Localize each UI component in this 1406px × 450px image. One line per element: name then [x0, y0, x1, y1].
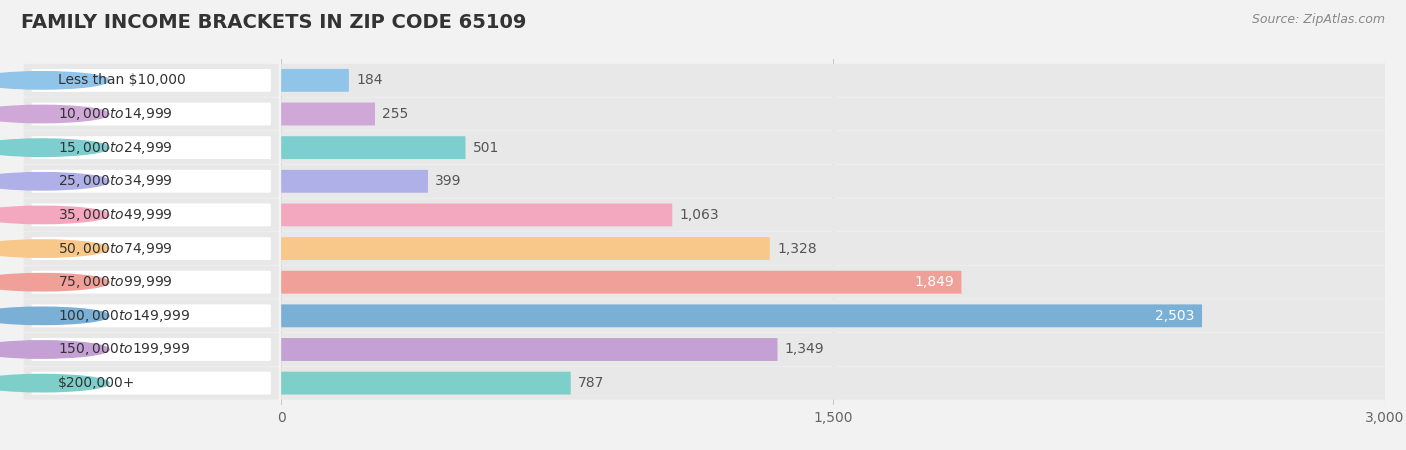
Circle shape: [0, 173, 110, 190]
FancyBboxPatch shape: [31, 69, 271, 92]
Text: $200,000+: $200,000+: [58, 376, 135, 390]
Text: $100,000 to $149,999: $100,000 to $149,999: [58, 308, 190, 324]
FancyBboxPatch shape: [31, 237, 271, 260]
Text: $25,000 to $34,999: $25,000 to $34,999: [58, 173, 173, 189]
Circle shape: [0, 374, 110, 392]
FancyBboxPatch shape: [24, 367, 278, 400]
FancyBboxPatch shape: [281, 299, 1385, 333]
Text: 2,503: 2,503: [1156, 309, 1195, 323]
FancyBboxPatch shape: [281, 103, 375, 126]
FancyBboxPatch shape: [281, 170, 427, 193]
FancyBboxPatch shape: [31, 304, 271, 327]
FancyBboxPatch shape: [281, 69, 349, 92]
Circle shape: [0, 206, 110, 224]
FancyBboxPatch shape: [281, 98, 1385, 130]
FancyBboxPatch shape: [281, 64, 1385, 97]
Circle shape: [0, 274, 110, 291]
Text: 1,063: 1,063: [679, 208, 720, 222]
FancyBboxPatch shape: [31, 103, 271, 126]
FancyBboxPatch shape: [281, 131, 1385, 164]
FancyBboxPatch shape: [281, 136, 465, 159]
FancyBboxPatch shape: [31, 372, 271, 395]
FancyBboxPatch shape: [281, 333, 1385, 366]
FancyBboxPatch shape: [24, 198, 278, 231]
FancyBboxPatch shape: [24, 64, 278, 97]
Text: $10,000 to $14,999: $10,000 to $14,999: [58, 106, 173, 122]
Text: 501: 501: [472, 141, 499, 155]
FancyBboxPatch shape: [281, 237, 769, 260]
Circle shape: [0, 240, 110, 257]
Text: $150,000 to $199,999: $150,000 to $199,999: [58, 342, 190, 357]
Text: Source: ZipAtlas.com: Source: ZipAtlas.com: [1251, 14, 1385, 27]
Text: 255: 255: [382, 107, 409, 121]
FancyBboxPatch shape: [281, 271, 962, 294]
Text: $50,000 to $74,999: $50,000 to $74,999: [58, 241, 173, 256]
Text: 399: 399: [436, 174, 461, 188]
FancyBboxPatch shape: [281, 338, 778, 361]
Text: 787: 787: [578, 376, 605, 390]
FancyBboxPatch shape: [24, 232, 278, 265]
FancyBboxPatch shape: [281, 203, 672, 226]
FancyBboxPatch shape: [281, 198, 1385, 231]
Text: $15,000 to $24,999: $15,000 to $24,999: [58, 140, 173, 156]
FancyBboxPatch shape: [281, 165, 1385, 198]
FancyBboxPatch shape: [31, 136, 271, 159]
Circle shape: [0, 341, 110, 358]
FancyBboxPatch shape: [24, 98, 278, 130]
FancyBboxPatch shape: [31, 271, 271, 294]
FancyBboxPatch shape: [31, 170, 271, 193]
Text: $35,000 to $49,999: $35,000 to $49,999: [58, 207, 173, 223]
Circle shape: [0, 105, 110, 123]
FancyBboxPatch shape: [281, 367, 1385, 400]
Text: 1,849: 1,849: [914, 275, 955, 289]
FancyBboxPatch shape: [281, 266, 1385, 299]
FancyBboxPatch shape: [24, 131, 278, 164]
FancyBboxPatch shape: [24, 299, 278, 333]
Circle shape: [0, 139, 110, 156]
Circle shape: [0, 307, 110, 324]
FancyBboxPatch shape: [31, 203, 271, 226]
Text: FAMILY INCOME BRACKETS IN ZIP CODE 65109: FAMILY INCOME BRACKETS IN ZIP CODE 65109: [21, 14, 526, 32]
Circle shape: [0, 72, 110, 89]
Text: 1,328: 1,328: [778, 242, 817, 256]
FancyBboxPatch shape: [24, 333, 278, 366]
FancyBboxPatch shape: [24, 266, 278, 299]
FancyBboxPatch shape: [281, 372, 571, 395]
FancyBboxPatch shape: [31, 338, 271, 361]
Text: 1,349: 1,349: [785, 342, 824, 356]
FancyBboxPatch shape: [281, 304, 1202, 327]
Text: Less than $10,000: Less than $10,000: [58, 73, 186, 87]
Text: 184: 184: [356, 73, 382, 87]
Text: $75,000 to $99,999: $75,000 to $99,999: [58, 274, 173, 290]
FancyBboxPatch shape: [281, 232, 1385, 265]
FancyBboxPatch shape: [24, 165, 278, 198]
